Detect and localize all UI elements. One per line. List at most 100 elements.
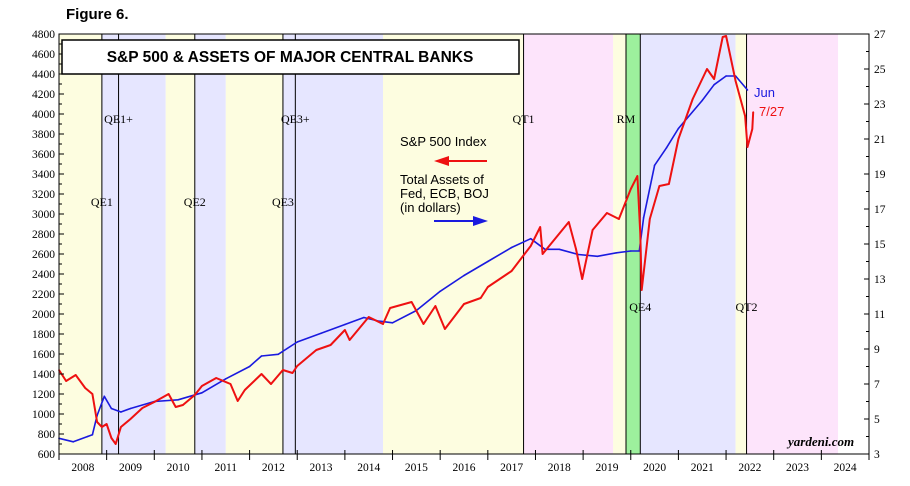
sp500-point-22	[244, 389, 246, 391]
sp500-point-20	[229, 383, 232, 385]
sp500-point-28	[315, 349, 318, 351]
sp500-point-32	[367, 316, 370, 318]
sp500-point-24	[270, 383, 272, 385]
right-tick-label-23: 23	[874, 99, 886, 111]
band-5	[282, 34, 383, 454]
band-3	[194, 34, 226, 454]
legend-label-assets: Total Assets of Fed, ECB, BOJ (in dollar…	[400, 172, 493, 215]
period-label-qe3: QE3	[272, 195, 294, 209]
sp500-point-55	[640, 289, 643, 291]
sp500-point-6	[101, 426, 103, 428]
right-tick-label-19: 19	[874, 169, 886, 181]
x-tick-label-2013: 2013	[310, 462, 333, 474]
sp500-point-66	[744, 115, 746, 117]
sp500-point-7	[105, 423, 108, 425]
sp500-point-47	[575, 248, 577, 250]
left-tick-label-4400: 4400	[32, 69, 55, 81]
assets-point-6	[110, 407, 113, 410]
sp500-line	[58, 35, 755, 445]
sp500-point-48	[581, 278, 583, 280]
source-credit: yardeni.com	[786, 434, 854, 449]
sp500-point-52	[630, 188, 632, 190]
x-tick-label-2017: 2017	[500, 462, 523, 474]
assets-point-10	[177, 399, 179, 401]
left-tick-label-800: 800	[38, 429, 56, 441]
assets-point-11	[201, 392, 203, 394]
sp500-point-43	[529, 245, 532, 247]
sp500-point-64	[725, 35, 727, 37]
assets-point-41	[725, 75, 727, 77]
assets-point-27	[529, 237, 532, 240]
chart-title: S&P 500 & ASSETS OF MAJOR CENTRAL BANKS	[107, 49, 474, 66]
band-11	[735, 34, 747, 454]
sp500-point-65	[734, 80, 737, 82]
band-10	[640, 34, 736, 454]
legend-label-sp500: S&P 500 Index	[400, 134, 487, 149]
right-tick-label-5: 5	[874, 414, 880, 426]
sp500-point-3	[84, 387, 86, 389]
figure-label: Figure 6.	[66, 6, 129, 23]
sp500-point-51	[618, 218, 620, 220]
sp500-point-4	[91, 393, 94, 395]
assets-point-16	[296, 341, 299, 343]
assets-point-13	[248, 365, 251, 368]
x-tick-label-2018: 2018	[548, 462, 571, 474]
x-tick-label-2020: 2020	[643, 462, 666, 474]
sp500-point-60	[691, 98, 694, 100]
sp500-point-61	[706, 68, 708, 70]
sp500-point-63	[721, 36, 724, 38]
x-axis: 2008 2009 2010 2011 2012 2013 2014 2015 2016 2017…	[58, 450, 870, 474]
sp500-point-37	[434, 305, 437, 307]
right-tick-label-13: 13	[874, 274, 886, 286]
left-tick-label-2200: 2200	[32, 289, 55, 301]
left-tick-label-2400: 2400	[32, 269, 55, 281]
assets-point-17	[320, 332, 322, 335]
sp500-point-23	[260, 373, 263, 375]
left-axis: 600 800 1000 1200 1400 1600 1800 2000 2200 2400 26…	[32, 29, 64, 461]
sp500-point-49	[591, 229, 594, 231]
assets-point-2	[86, 435, 89, 438]
sp500-point-1	[65, 380, 67, 382]
sp500-point-5	[96, 421, 98, 423]
sp500-point-36	[422, 323, 425, 325]
right-tick-label-3: 3	[874, 449, 880, 461]
legend-arrow-assets	[434, 216, 488, 226]
left-tick-label-2600: 2600	[32, 249, 55, 261]
assets-point-14	[260, 355, 263, 357]
assets-end-label: Jun	[754, 85, 775, 100]
assets-point-43	[746, 89, 749, 91]
legend-arrow-sp500	[434, 156, 487, 166]
left-tick-label-2800: 2800	[32, 229, 55, 241]
sp500-point-54	[639, 233, 642, 235]
sp500-point-27	[296, 365, 299, 367]
sp500-point-57	[658, 185, 661, 187]
legend-assets-line1: Total Assets of	[400, 172, 484, 187]
sp500-point-68	[751, 128, 754, 130]
x-tick-label-2015: 2015	[405, 462, 428, 474]
sp500-point-14	[167, 393, 170, 395]
chart-title-box: S&P 500 & ASSETS OF MAJOR CENTRAL BANKS	[61, 39, 520, 75]
sp500-point-16	[182, 404, 184, 406]
band-8	[613, 34, 626, 454]
x-tick-label-2012: 2012	[262, 462, 285, 474]
band-9	[626, 34, 641, 454]
assets-point-19	[363, 316, 365, 319]
x-tick-label-2008: 2008	[71, 462, 94, 474]
left-tick-label-2000: 2000	[32, 309, 55, 321]
left-tick-label-3600: 3600	[32, 149, 55, 161]
x-tick-label-2023: 2023	[786, 462, 809, 474]
right-tick-label-11: 11	[874, 309, 885, 321]
assets-point-40	[713, 83, 715, 86]
sp500-point-19	[215, 377, 217, 379]
assets-point-37	[665, 147, 668, 149]
assets-point-33	[630, 250, 632, 252]
right-tick-label-7: 7	[874, 379, 880, 391]
assets-point-31	[596, 255, 599, 258]
sp500-point-42	[510, 270, 513, 272]
sp500-point-38	[444, 328, 446, 330]
assets-point-1	[72, 441, 75, 443]
sp500-point-10	[120, 426, 122, 428]
sp500-point-21	[236, 400, 239, 402]
sp500-point-15	[174, 406, 177, 408]
